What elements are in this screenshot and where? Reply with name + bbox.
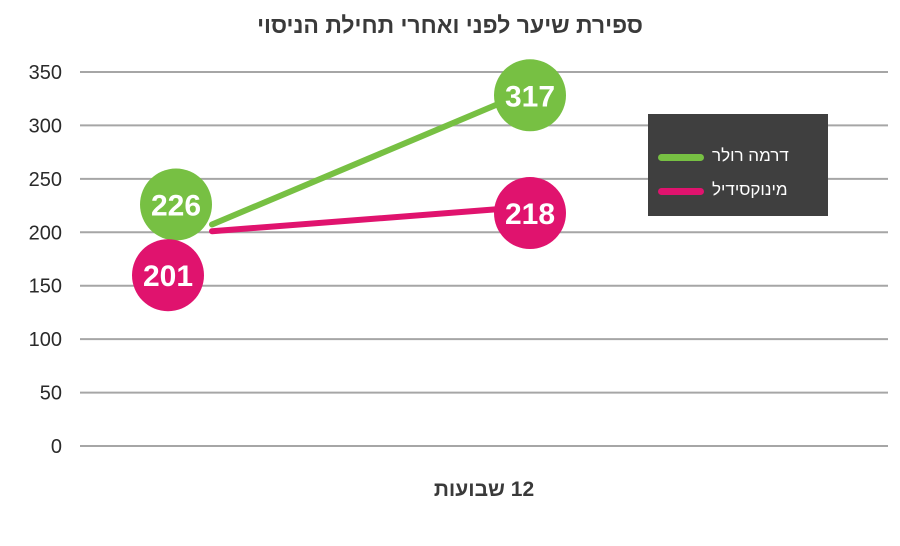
legend-label-derma-roller: דרמה רולר	[712, 146, 789, 165]
legend-item-minoxidil: מינוקסידיל	[648, 176, 828, 206]
y-tick-label: 250	[29, 169, 62, 191]
y-tick-label: 150	[29, 276, 62, 298]
chart-title: ספירת שיער לפני ואחרי תחילת הניסוי	[257, 12, 643, 38]
y-tick-label: 300	[29, 115, 62, 137]
y-axis-ticks: 0 50 100 150 200 250 300 350	[29, 62, 62, 458]
y-tick-label: 50	[40, 383, 62, 405]
data-point-derma-roller	[140, 168, 212, 241]
data-labels: 226 317 201 218	[132, 59, 566, 312]
legend-swatch-derma-roller	[658, 154, 704, 161]
y-tick-label: 200	[29, 222, 62, 244]
data-label-minoxidil: 218	[505, 198, 555, 231]
legend-swatch-minoxidil	[658, 188, 704, 195]
series-line-minoxidil	[209, 206, 503, 235]
data-label-minoxidil: 201	[143, 260, 193, 293]
data-point-minoxidil	[494, 177, 566, 250]
data-label-derma-roller: 317	[505, 80, 555, 113]
legend: דרמה רולר מינוקסידיל	[648, 114, 828, 216]
data-label-derma-roller: 226	[151, 190, 201, 223]
series-lines	[209, 100, 503, 235]
legend-item-derma-roller: דרמה רולר	[648, 142, 828, 172]
data-point-minoxidil	[132, 239, 204, 312]
y-tick-label: 350	[29, 62, 62, 84]
y-tick-label: 100	[29, 329, 62, 351]
series-line-derma-roller	[209, 100, 503, 228]
x-axis-label: 12 שבועות	[433, 478, 535, 501]
legend-label-minoxidil: מינוקסידיל	[712, 180, 788, 199]
data-point-derma-roller	[494, 59, 566, 132]
y-tick-label: 0	[51, 436, 62, 458]
